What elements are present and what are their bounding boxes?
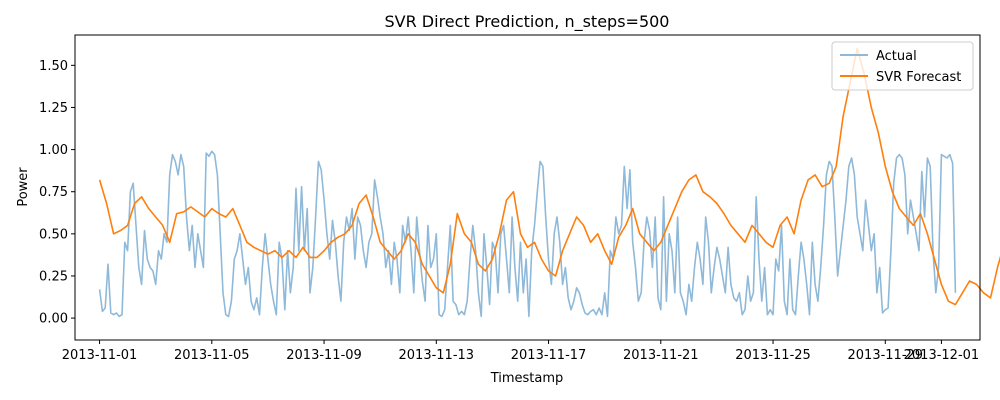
y-tick-label: 0.00 bbox=[39, 312, 68, 327]
x-tick-label: 2013-11-13 bbox=[399, 348, 475, 363]
y-tick-label: 0.25 bbox=[39, 269, 68, 284]
svr-forecast-series bbox=[98, 47, 1000, 306]
actual-line bbox=[98, 150, 957, 318]
y-tick-label: 0.50 bbox=[39, 227, 68, 242]
y-tick-label: 1.50 bbox=[39, 59, 68, 74]
axes bbox=[74, 34, 981, 341]
legend-label-forecast: SVR Forecast bbox=[876, 70, 961, 85]
svr-forecast-line bbox=[98, 47, 1000, 306]
x-tick-label: 2013-11-17 bbox=[511, 348, 587, 363]
x-tick-label: 2013-11-21 bbox=[623, 348, 699, 363]
y-tick-label: 0.75 bbox=[39, 185, 68, 200]
legend-label-actual: Actual bbox=[876, 49, 917, 64]
x-tick-label: 2013-11-05 bbox=[174, 348, 250, 363]
x-tick-label: 2013-12-01 bbox=[904, 348, 980, 363]
x-axis: 2013-11-01 2013-11-05 2013-11-09 2013-11-13… bbox=[62, 340, 979, 363]
x-tick-label: 2013-11-09 bbox=[286, 348, 362, 363]
y-axis-title: Power bbox=[16, 167, 31, 207]
x-tick-label: 2013-11-01 bbox=[62, 348, 138, 363]
actual-series bbox=[98, 150, 957, 318]
y-axis: 0.00 0.25 0.50 0.75 1.00 1.25 1.50 bbox=[39, 59, 75, 327]
y-tick-label: 1.25 bbox=[39, 101, 68, 116]
y-tick-label: 1.00 bbox=[39, 143, 68, 158]
x-axis-title: Timestamp bbox=[490, 371, 564, 386]
chart-title: SVR Direct Prediction, n_steps=500 bbox=[385, 12, 670, 32]
x-tick-label: 2013-11-29 bbox=[848, 348, 924, 363]
legend: Actual SVR Forecast bbox=[831, 41, 974, 91]
plot-frame bbox=[74, 34, 981, 341]
x-tick-label: 2013-11-25 bbox=[735, 348, 811, 363]
